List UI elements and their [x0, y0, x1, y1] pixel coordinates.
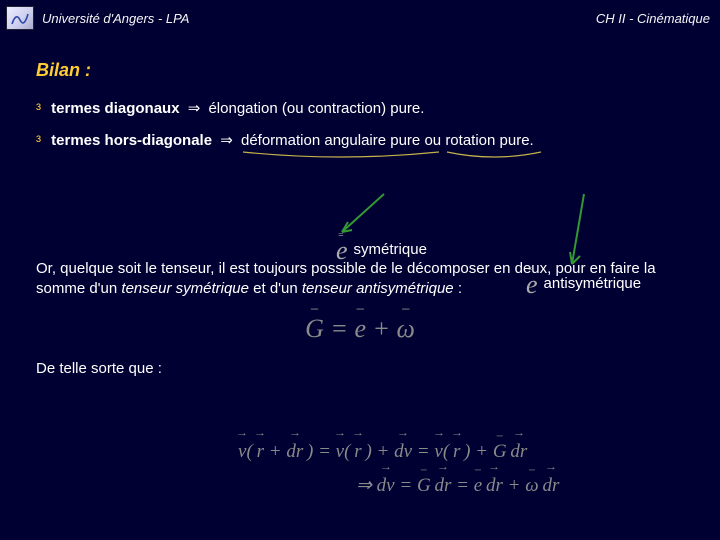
bullet-marker-icon: ³ — [36, 101, 41, 118]
bullet-term: termes diagonaux — [51, 100, 179, 117]
bullet-rest: élongation (ou contraction) pure. — [208, 100, 424, 117]
eq-G: G — [305, 314, 324, 343]
phrase-angular-text: déformation angulaire pure — [241, 132, 420, 149]
eq-equals: = — [330, 314, 354, 343]
arrow-to-antisymmetric-icon — [566, 192, 606, 272]
subline: De telle sorte que : — [36, 360, 720, 377]
equation-block: v( r + dr ) = v( r ) + dv = v( r ) + G d… — [238, 436, 559, 503]
implies-icon: ⇒ — [184, 100, 205, 117]
implies-icon: ⇒ — [216, 132, 237, 149]
university-logo — [6, 6, 34, 30]
phrase-or: ou — [424, 132, 445, 149]
label-antisymmetric-text: antisymétrique — [544, 275, 642, 292]
eq-plus: + — [372, 314, 396, 343]
label-symmetric: =e symétrique — [336, 232, 427, 266]
slide-header: Université d'Angers - LPA CH II - Cinéma… — [0, 0, 720, 32]
bullet-offdiagonal: ³ termes hors-diagonale ⇒ déformation an… — [36, 131, 720, 149]
eq-row-1: v( r + dr ) = v( r ) + dv = v( r ) + G d… — [238, 436, 559, 468]
phrase-rotation-text: rotation pure. — [445, 132, 533, 149]
phrase-rotation: rotation pure. — [445, 132, 533, 149]
equation-main: G = e + ω — [0, 314, 720, 344]
bullet-term: termes hors-diagonale — [51, 132, 212, 149]
eq-row-2: ⇒ dv = G dr = e dr + ω dr — [238, 470, 559, 502]
label-symmetric-text: symétrique — [354, 241, 427, 258]
slide-root: Université d'Angers - LPA CH II - Cinéma… — [0, 0, 720, 540]
section-title: Bilan : — [36, 60, 720, 81]
annotation-area: =e symétrique =e antisymétrique — [36, 210, 700, 300]
underline-brace-icon — [241, 150, 441, 162]
phrase-angular: déformation angulaire pure — [241, 132, 420, 149]
bullet-marker-icon: ³ — [36, 133, 41, 150]
underline-brace-icon — [445, 150, 543, 162]
implies-icon: ⇒ — [356, 475, 377, 496]
label-antisymmetric: =e antisymétrique — [526, 266, 641, 300]
eq-e: e — [354, 314, 366, 343]
tensor-e-symbol: =e — [526, 266, 538, 300]
tensor-e-symbol: =e — [336, 232, 348, 266]
header-left: Université d'Angers - LPA — [42, 11, 189, 26]
eq-omega: ω — [397, 314, 415, 343]
bullet-diagonal: ³ termes diagonaux ⇒ élongation (ou cont… — [36, 99, 720, 117]
header-right: CH II - Cinématique — [596, 11, 710, 26]
